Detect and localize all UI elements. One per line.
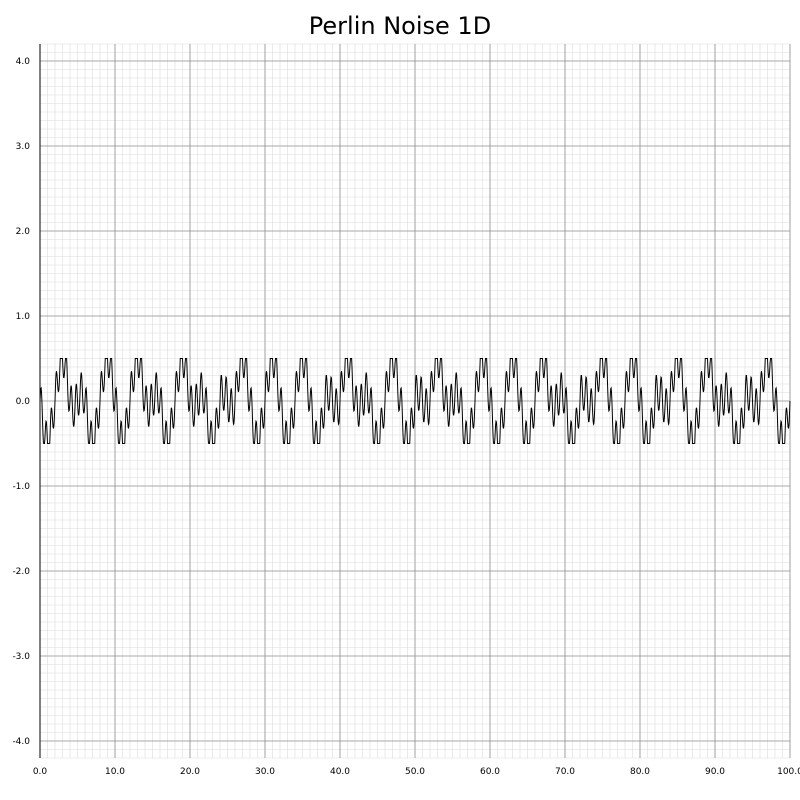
x-tick-label: 70.0 xyxy=(555,767,575,777)
y-tick-label: 0.0 xyxy=(16,397,31,407)
x-tick-label: 20.0 xyxy=(180,767,200,777)
y-tick-label: -3.0 xyxy=(12,652,30,662)
y-tick-label: -2.0 xyxy=(12,567,30,577)
y-tick-label: 3.0 xyxy=(16,142,31,152)
y-tick-label: 1.0 xyxy=(16,312,31,322)
x-tick-label: 30.0 xyxy=(255,767,275,777)
x-tick-label: 10.0 xyxy=(105,767,125,777)
y-tick-label: 2.0 xyxy=(16,227,31,237)
x-tick-label: 60.0 xyxy=(480,767,500,777)
y-tick-labels: 4.0 3.0 2.0 1.0 0.0 -1.0 -2.0 -3.0 -4.0 xyxy=(12,57,30,747)
x-tick-label: 90.0 xyxy=(705,767,725,777)
x-tick-label: 50.0 xyxy=(405,767,425,777)
x-tick-label: 80.0 xyxy=(630,767,650,777)
y-tick-label: 4.0 xyxy=(16,57,31,67)
x-tick-labels: 0.0 10.0 20.0 30.0 40.0 50.0 60.0 70.0 80.0 90.0 1… xyxy=(33,767,800,777)
series-line xyxy=(39,358,791,444)
chart-title: Perlin Noise 1D xyxy=(309,12,491,40)
x-tick-label: 40.0 xyxy=(330,767,350,777)
x-tick-label: 100.0 xyxy=(777,767,800,777)
y-tick-label: -1.0 xyxy=(12,482,30,492)
y-tick-label: -4.0 xyxy=(12,737,30,747)
x-tick-label: 0.0 xyxy=(33,767,48,777)
